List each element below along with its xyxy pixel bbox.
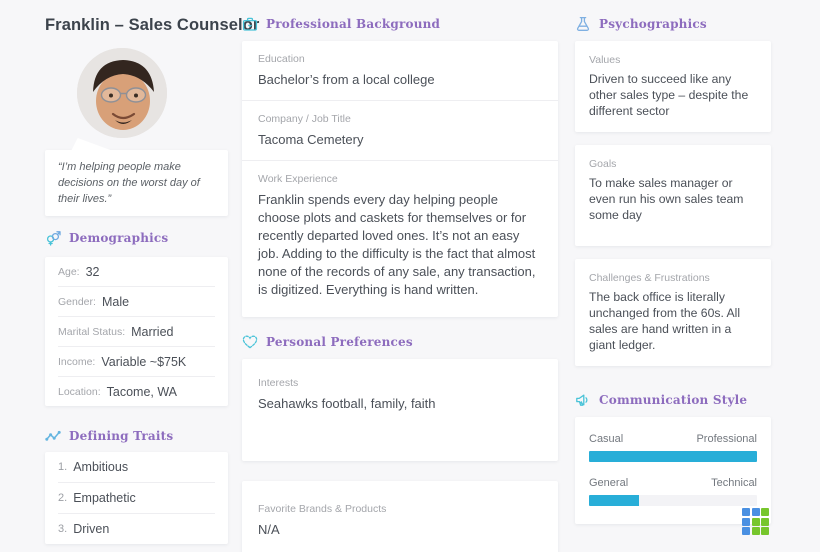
trait-row: 3. Driven xyxy=(58,514,215,544)
avatar xyxy=(77,48,167,138)
demo-value: Married xyxy=(131,324,174,339)
slider-track xyxy=(589,495,757,506)
field-value: Seahawks football, family, faith xyxy=(258,396,436,411)
demo-label: Income: xyxy=(58,355,96,368)
field-value: To make sales manager or even run his ow… xyxy=(589,176,744,222)
values-card: Values Driven to succeed like any other … xyxy=(575,41,771,132)
field-label: Work Experience xyxy=(258,173,338,185)
demo-value: 32 xyxy=(85,264,100,279)
section-header-communication-style: Communication Style xyxy=(575,392,771,408)
trait-row: 2. Empathetic xyxy=(58,483,215,514)
favorite-brands-card: Favorite Brands & Products N/A xyxy=(242,481,558,552)
persona-title: Franklin – Sales Counselor xyxy=(45,16,260,34)
demographics-row-gender: Gender: Male xyxy=(58,287,215,317)
personal-preferences-heading: Personal Preferences xyxy=(266,335,413,349)
field-value: Bachelor’s from a local college xyxy=(258,72,435,87)
trait-number: 3. xyxy=(58,523,68,535)
field-label: Challenges & Frustrations xyxy=(589,272,710,284)
field-value: Tacoma Cemetery xyxy=(258,132,364,147)
field-value: Franklin spends every day helping people… xyxy=(258,192,536,297)
demo-label: Marital Status: xyxy=(58,325,126,338)
slider-casual-professional: Casual Professional xyxy=(589,433,757,462)
section-header-personal-preferences: Personal Preferences xyxy=(242,334,558,350)
trend-line-icon xyxy=(45,428,61,444)
communication-style-card: Casual Professional General Technical xyxy=(575,417,771,524)
field-label: Education xyxy=(258,53,305,65)
defining-traits-card: 1. Ambitious 2. Empathetic 3. Driven xyxy=(45,452,228,544)
demo-label: Age: xyxy=(58,265,80,278)
professional-background-heading: Professional Background xyxy=(266,17,441,31)
quote-bubble: “I’m helping people make decisions on th… xyxy=(45,138,228,216)
demographics-row-age: Age: 32 xyxy=(58,257,215,287)
demographics-heading: Demographics xyxy=(69,231,169,245)
megaphone-icon xyxy=(575,392,591,408)
section-header-psychographics: Psychographics xyxy=(575,16,771,32)
communication-style-heading: Communication Style xyxy=(599,393,748,407)
demographics-row-location: Location: Tacome, WA xyxy=(58,377,215,406)
demo-label: Location: xyxy=(58,385,101,398)
xtensio-grid-logo[interactable] xyxy=(742,508,769,535)
challenges-card: Challenges & Frustrations The back offic… xyxy=(575,259,771,366)
field-company-job-title: Company / Job Title Tacoma Cemetery xyxy=(242,101,558,161)
left-column: Franklin – Sales Counselor “I’m helping … xyxy=(45,0,260,544)
field-label: Company / Job Title xyxy=(258,113,351,125)
field-label: Values xyxy=(589,54,621,66)
slider-fill xyxy=(589,451,757,462)
field-value: N/A xyxy=(258,522,280,537)
briefcase-icon xyxy=(242,16,258,32)
quote-bubble-tail xyxy=(71,138,113,151)
trait-row: 1. Ambitious xyxy=(58,452,215,483)
trait-number: 2. xyxy=(58,492,68,504)
flask-icon xyxy=(575,16,591,32)
demo-value: Variable ~$75K xyxy=(101,354,187,369)
trait-label: Empathetic xyxy=(73,491,136,505)
field-education: Education Bachelor’s from a local colleg… xyxy=(242,41,558,101)
section-header-defining-traits: Defining Traits xyxy=(45,428,228,444)
trait-label: Ambitious xyxy=(73,460,129,474)
demographics-row-income: Income: Variable ~$75K xyxy=(58,347,215,377)
field-label: Favorite Brands & Products xyxy=(258,503,387,515)
heart-icon xyxy=(242,334,258,350)
slider-left-label: General xyxy=(589,477,629,489)
goals-card: Goals To make sales manager or even run … xyxy=(575,145,771,246)
demographics-card: Age: 32 Gender: Male Marital Status: Mar… xyxy=(45,257,228,406)
defining-traits-heading: Defining Traits xyxy=(69,429,174,443)
slider-fill xyxy=(589,495,640,506)
field-label: Interests xyxy=(258,377,299,389)
demographics-row-marital-status: Marital Status: Married xyxy=(58,317,215,347)
field-label: Goals xyxy=(589,158,617,170)
quote-text: “I’m helping people make decisions on th… xyxy=(58,161,200,205)
middle-column: Professional Background Education Bachel… xyxy=(242,0,558,552)
section-header-demographics: Demographics xyxy=(45,230,228,246)
professional-background-card: Education Bachelor’s from a local colleg… xyxy=(242,41,558,317)
field-value: The back office is literally unchanged f… xyxy=(589,290,741,352)
slider-track xyxy=(589,451,757,462)
trait-number: 1. xyxy=(58,461,68,473)
slider-right-label: Technical xyxy=(711,477,757,489)
section-header-professional-background: Professional Background xyxy=(242,16,558,32)
interests-card: Interests Seahawks football, family, fai… xyxy=(242,359,558,461)
field-work-experience: Work Experience Franklin spends every da… xyxy=(242,161,558,317)
trait-label: Driven xyxy=(73,522,110,536)
slider-left-label: Casual xyxy=(589,433,624,445)
demo-label: Gender: xyxy=(58,295,96,308)
slider-general-technical: General Technical xyxy=(589,477,757,506)
gender-symbols-icon xyxy=(45,230,61,246)
psychographics-heading: Psychographics xyxy=(599,17,707,31)
right-column: Psychographics Values Driven to succeed … xyxy=(575,0,771,524)
slider-right-label: Professional xyxy=(696,433,757,445)
field-value: Driven to succeed like any other sales t… xyxy=(589,72,749,118)
demo-value: Tacome, WA xyxy=(106,384,178,399)
demo-value: Male xyxy=(101,294,130,309)
